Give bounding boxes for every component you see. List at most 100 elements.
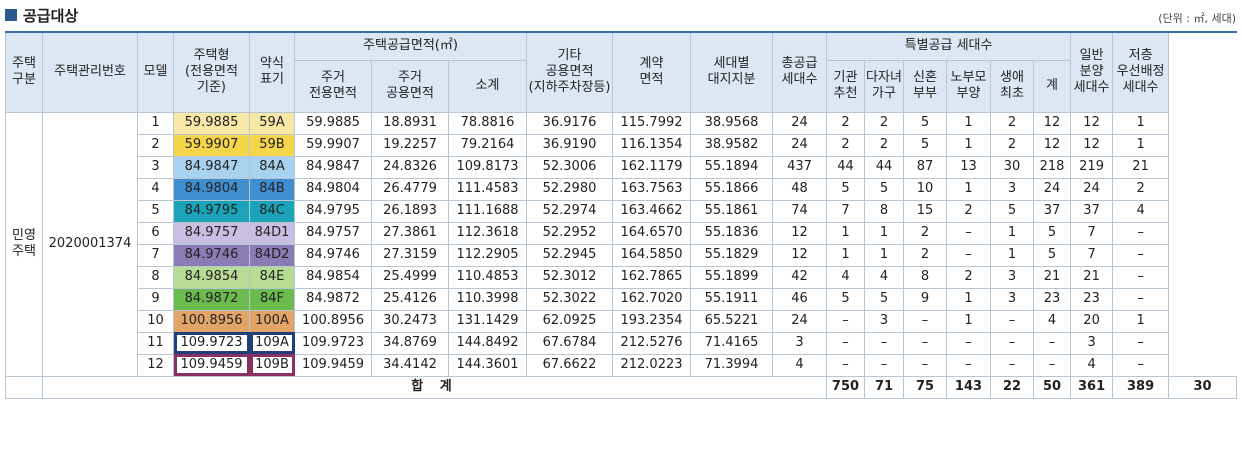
newlywed-cell: – bbox=[903, 309, 947, 333]
special-sum-cell: 5 bbox=[1032, 221, 1072, 245]
common-area-cell: 26.1893 bbox=[371, 199, 449, 223]
common-area-cell: 30.2473 bbox=[371, 309, 449, 333]
multi-child-cell: 5 bbox=[864, 287, 904, 311]
special-sum-cell: 24 bbox=[1032, 177, 1072, 201]
totals-general-cell: 389 bbox=[1112, 375, 1170, 399]
newlywed-cell: 87 bbox=[903, 155, 947, 179]
contract-area-cell: 164.5850 bbox=[612, 243, 691, 267]
house-form-cell: 109.9459 bbox=[173, 353, 250, 377]
common-area-cell: 25.4126 bbox=[371, 287, 449, 311]
house-form-cell: 59.9885 bbox=[173, 111, 250, 135]
common-area-cell: 24.8326 bbox=[371, 155, 449, 179]
house-form-cell: 84.9847 bbox=[173, 155, 250, 179]
special-sum-cell: – bbox=[1032, 331, 1072, 355]
multi-child-cell: 2 bbox=[864, 133, 904, 157]
exclusive-area-cell: 84.9847 bbox=[294, 155, 372, 179]
header-contract-area: 계약 면적 bbox=[612, 31, 691, 113]
total-supply-cell: 74 bbox=[772, 199, 827, 223]
common-area-cell: 19.2257 bbox=[371, 133, 449, 157]
multi-child-cell: 1 bbox=[864, 221, 904, 245]
subtotal-cell: 131.1429 bbox=[448, 309, 527, 333]
totals-multi-cell: 75 bbox=[903, 375, 947, 399]
model-cell: 3 bbox=[137, 155, 174, 179]
model-cell: 5 bbox=[137, 199, 174, 223]
table-row: 4 84.9804 84B 84.9804 26.4779 111.4583 52.2980… bbox=[6, 177, 1237, 201]
model-cell: 12 bbox=[137, 353, 174, 377]
low-floor-cell: 4 bbox=[1112, 199, 1170, 223]
table-row: 5 84.9795 84C 84.9795 26.1893 111.1688 52.2974… bbox=[6, 199, 1237, 223]
other-common-cell: 52.2952 bbox=[526, 221, 613, 245]
newlywed-cell: 2 bbox=[903, 243, 947, 267]
short-label-cell: 84F bbox=[249, 287, 295, 311]
low-floor-cell: 2 bbox=[1112, 177, 1170, 201]
model-cell: 6 bbox=[137, 221, 174, 245]
agency-cell: – bbox=[826, 309, 865, 333]
common-area-cell: 18.8931 bbox=[371, 111, 449, 135]
table-row: 10 100.8956 100A 100.8956 30.2473 131.1429 62.… bbox=[6, 309, 1237, 333]
model-cell: 9 bbox=[137, 287, 174, 311]
newlywed-cell: – bbox=[903, 353, 947, 377]
totals-agency-cell: 71 bbox=[864, 375, 904, 399]
land-share-cell: 55.1861 bbox=[690, 199, 773, 223]
general-supply-cell: 37 bbox=[1070, 199, 1114, 223]
subtotal-cell: 110.3998 bbox=[448, 287, 527, 311]
low-floor-cell: – bbox=[1112, 265, 1170, 289]
house-form-cell: 84.9872 bbox=[173, 287, 250, 311]
general-supply-cell: 219 bbox=[1070, 155, 1114, 179]
special-sum-cell: 12 bbox=[1032, 133, 1072, 157]
contract-area-cell: 164.6570 bbox=[612, 221, 691, 245]
total-supply-cell: 42 bbox=[772, 265, 827, 289]
first-life-cell: 30 bbox=[990, 155, 1034, 179]
subtotal-cell: 112.3618 bbox=[448, 221, 527, 245]
elderly-parent-cell: 1 bbox=[946, 111, 991, 135]
special-sum-cell: 37 bbox=[1032, 199, 1072, 223]
other-common-cell: 52.3006 bbox=[526, 155, 613, 179]
subtotal-cell: 144.8492 bbox=[448, 331, 527, 355]
table-row: 6 84.9757 84D1 84.9757 27.3861 112.3618 52.295… bbox=[6, 221, 1237, 245]
special-sum-cell: 4 bbox=[1032, 309, 1072, 333]
special-sum-cell: 5 bbox=[1032, 243, 1072, 267]
first-life-cell: – bbox=[990, 331, 1034, 355]
multi-child-cell: 3 bbox=[864, 309, 904, 333]
agency-cell: 1 bbox=[826, 221, 865, 245]
header-elderly-parent: 노부모 부양 bbox=[946, 59, 991, 113]
agency-cell: – bbox=[826, 331, 865, 355]
newlywed-cell: – bbox=[903, 331, 947, 355]
table-row: 3 84.9847 84A 84.9847 24.8326 109.8173 52.3006… bbox=[6, 155, 1237, 179]
subtotal-cell: 112.2905 bbox=[448, 243, 527, 267]
totals-row: 합 계 750 71 75 143 22 50 361 389 30 bbox=[5, 375, 1237, 399]
special-sum-cell: 218 bbox=[1032, 155, 1072, 179]
agency-cell: 44 bbox=[826, 155, 865, 179]
newlywed-cell: 2 bbox=[903, 221, 947, 245]
other-common-cell: 62.0925 bbox=[526, 309, 613, 333]
first-life-cell: 3 bbox=[990, 177, 1034, 201]
low-floor-cell: 1 bbox=[1112, 111, 1170, 135]
low-floor-cell: – bbox=[1112, 353, 1170, 377]
house-form-cell: 84.9795 bbox=[173, 199, 250, 223]
short-label-cell: 84B bbox=[249, 177, 295, 201]
exclusive-area-cell: 59.9885 bbox=[294, 111, 372, 135]
model-cell: 10 bbox=[137, 309, 174, 333]
multi-child-cell: 8 bbox=[864, 199, 904, 223]
short-label-cell: 59A bbox=[249, 111, 295, 135]
exclusive-area-cell: 84.9804 bbox=[294, 177, 372, 201]
common-area-cell: 34.8769 bbox=[371, 331, 449, 355]
common-area-cell: 27.3159 bbox=[371, 243, 449, 267]
total-supply-cell: 3 bbox=[772, 331, 827, 355]
totals-elderly-cell: 22 bbox=[990, 375, 1034, 399]
low-floor-cell: 21 bbox=[1112, 155, 1170, 179]
table-header: 주택 구분 주택관리번호 모델 주택형 (전용면적 기준) 약식 표기 주택공급… bbox=[5, 31, 1237, 113]
totals-total-cell: 750 bbox=[826, 375, 865, 399]
header-other-common: 기타 공용면적 (지하주차장등) bbox=[526, 31, 613, 113]
other-common-cell: 52.2980 bbox=[526, 177, 613, 201]
section-title: 공급대상 bbox=[5, 4, 78, 26]
header-multi-child: 다자녀 가구 bbox=[864, 59, 904, 113]
table-row: 12 109.9459 109B 109.9459 34.4142 144.3601 67.… bbox=[6, 353, 1237, 377]
first-life-cell: 1 bbox=[990, 221, 1034, 245]
square-bullet-icon bbox=[5, 9, 17, 21]
agency-cell: 1 bbox=[826, 243, 865, 267]
common-area-cell: 26.4779 bbox=[371, 177, 449, 201]
agency-cell: 2 bbox=[826, 133, 865, 157]
other-common-cell: 52.2974 bbox=[526, 199, 613, 223]
low-floor-cell: – bbox=[1112, 331, 1170, 355]
